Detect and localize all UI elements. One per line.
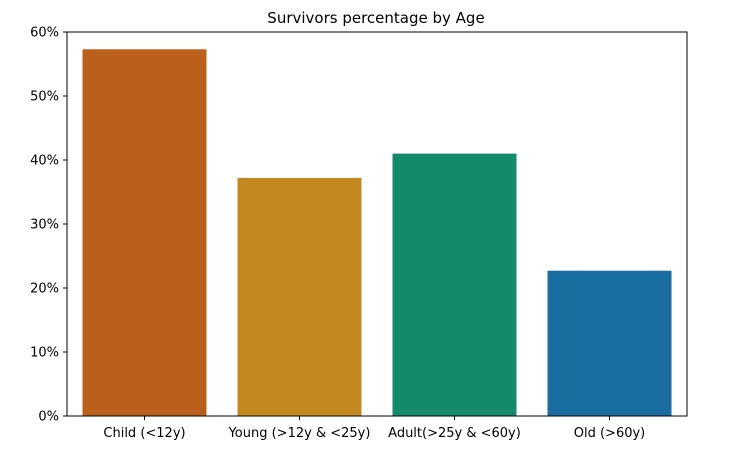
bars-group bbox=[82, 49, 672, 416]
y-tick-label: 20% bbox=[30, 282, 59, 297]
y-tick-label: 0% bbox=[38, 410, 59, 425]
bar-1 bbox=[82, 49, 207, 416]
x-tick-label: Young (>12y & <25y) bbox=[228, 426, 371, 441]
x-axis: Child (<12y) Young (>12y & <25y) Adult(>25… bbox=[103, 416, 645, 441]
chart-title: Survivors percentage by Age bbox=[267, 9, 484, 27]
x-tick-label: Child (<12y) bbox=[103, 426, 185, 441]
bar-2 bbox=[237, 177, 362, 416]
y-tick-label: 10% bbox=[30, 346, 59, 361]
y-tick-label: 30% bbox=[30, 218, 59, 233]
bar-3 bbox=[392, 153, 517, 416]
y-tick-label: 40% bbox=[30, 154, 59, 169]
bar-4 bbox=[547, 270, 672, 416]
y-tick-label: 60% bbox=[30, 26, 59, 41]
y-axis: 0% 10% 20% 30% 40% 50% 60% bbox=[30, 26, 67, 425]
y-tick-label: 50% bbox=[30, 90, 59, 105]
x-tick-label: Old (>60y) bbox=[574, 426, 646, 441]
x-tick-label: Adult(>25y & <60y) bbox=[388, 426, 521, 441]
plot-frame bbox=[66, 31, 688, 417]
